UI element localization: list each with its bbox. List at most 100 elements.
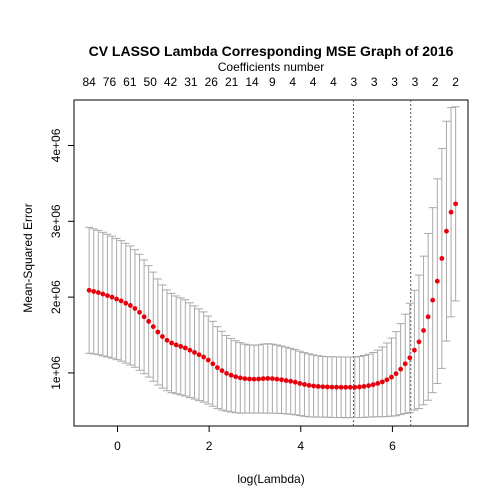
top-tick-label: 21 [225,75,239,89]
mse-point [233,374,239,380]
mse-point [173,342,179,348]
top-tick-label: 4 [310,75,317,89]
mse-point [411,347,417,353]
mse-point [430,297,436,303]
mse-point [366,383,371,389]
mse-point [178,343,184,349]
mse-point [237,375,243,381]
mse-point [334,384,339,390]
y-axis-label: Mean-Squared Error [21,203,35,312]
mse-point [370,382,376,388]
y-tick-label: 4e+06 [49,128,63,162]
mse-point [347,384,353,390]
x-tick-label: 0 [114,439,121,453]
mse-point [137,309,142,315]
mse-point [132,306,138,311]
mse-point [105,293,110,298]
mse-point [421,328,426,333]
mse-point [219,368,225,374]
mse-point [269,376,275,382]
mse-point [91,289,97,294]
top-tick-label: 61 [123,75,137,89]
x-axis: 0 2 4 6 [114,426,396,453]
mse-point [114,296,120,302]
mse-point [288,378,294,384]
mse-point [292,379,298,385]
mse-point [375,380,381,386]
mse-point [187,347,193,353]
top-tick-label: 2 [432,75,439,89]
mse-point [150,324,156,330]
top-tick-label: 42 [164,75,178,89]
mse-point [247,376,252,382]
mse-point [127,303,133,308]
mse-point [315,384,321,389]
mse-point [343,384,349,390]
mse-point [242,376,248,382]
mse-point [439,256,445,261]
mse-point [109,294,115,300]
top-tick-label: 4 [289,75,296,89]
top-tick-label: 84 [82,75,96,89]
mse-point [389,374,394,380]
mse-point [425,314,431,320]
mse-point [155,329,161,335]
mse-point [393,371,399,377]
top-tick-label: 3 [350,75,357,89]
mse-point [402,361,408,367]
mse-point [160,334,165,339]
mse-point [283,378,289,383]
mse-point [141,314,147,320]
mse-point [210,361,216,367]
mse-point [214,365,220,371]
mse-point [251,376,257,382]
mse-point [228,372,234,378]
mse-point [361,384,367,389]
top-tick-label: 50 [144,75,158,89]
y-axis: 1e+06 2e+06 3e+06 4e+06 [49,128,74,390]
mse-point [182,345,188,351]
mse-point [118,298,124,304]
mse-point [407,355,413,361]
top-tick-label: 31 [184,75,198,89]
chart-title: CV LASSO Lambda Corresponding MSE Graph … [89,43,454,59]
top-tick-label: 4 [330,75,337,89]
plot-frame [73,99,469,427]
top-tick-label: 2 [452,75,459,89]
mse-point [320,384,326,390]
y-tick-label: 2e+06 [49,280,63,314]
mse-points [86,201,459,390]
mse-point [224,370,229,376]
mse-point [265,375,271,381]
mse-point [86,287,92,293]
mse-point [398,366,404,372]
top-tick-label: 76 [103,75,117,89]
mse-point [357,384,362,390]
top-tick-label: 3 [412,75,419,89]
mse-point [448,209,454,215]
mse-point [205,357,211,363]
top-axis-label: Coefficients number [218,60,325,74]
mse-point [192,350,197,355]
mse-point [384,377,390,383]
mse-point [324,384,330,390]
mse-point [260,376,266,382]
mse-point [306,382,312,388]
mse-point [123,300,129,306]
mse-point [444,228,449,234]
mse-point [453,201,459,207]
top-tick-label: 26 [205,75,219,89]
mse-point [279,377,284,383]
y-tick-label: 1e+06 [49,356,63,390]
mse-point [95,290,101,295]
mse-point [256,376,262,382]
mse-point [302,382,307,387]
top-tick-label: 14 [245,75,259,89]
top-tick-label: 3 [391,75,398,89]
mse-point [311,383,317,389]
mse-point [146,318,152,324]
mse-point [274,376,280,382]
x-tick-label: 4 [297,439,304,453]
mse-point [329,384,335,390]
